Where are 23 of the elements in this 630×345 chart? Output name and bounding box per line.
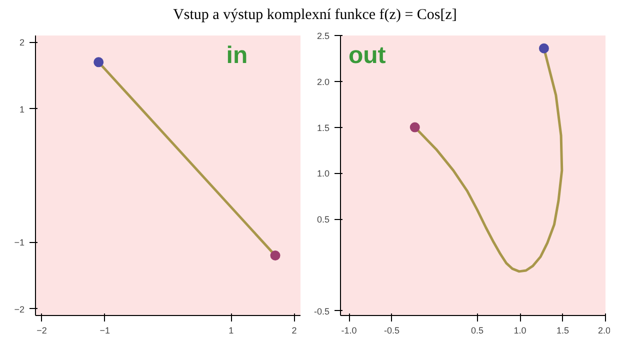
y-tick-label: −1 bbox=[14, 238, 25, 248]
x-tick-label: −1 bbox=[100, 326, 110, 336]
y-tick-label: 1.0 bbox=[316, 168, 330, 179]
x-tick-label: -0.5 bbox=[384, 326, 400, 336]
y-tick-label: 2.5 bbox=[316, 31, 330, 41]
y-tick-label: 0.5 bbox=[316, 214, 330, 225]
x-tick-label: 2.0 bbox=[598, 326, 611, 336]
x-tick-label: 1.5 bbox=[556, 326, 570, 336]
x-tick-label: 1.0 bbox=[514, 326, 526, 336]
x-tick-label: 2 bbox=[292, 326, 297, 336]
annotation: in bbox=[226, 42, 248, 70]
y-tick-label: −2 bbox=[14, 304, 25, 314]
x-tick-label: 0.5 bbox=[471, 326, 484, 336]
annotation: out bbox=[348, 42, 386, 70]
chart-title: Vstup a výstup komplexní funkce f(z) = Cos[z] bbox=[173, 6, 457, 25]
x-tick-label: 1 bbox=[228, 326, 234, 336]
x-tick-label: -1.0 bbox=[341, 326, 357, 336]
y-tick-label: 1 bbox=[19, 104, 25, 114]
x-tick-label: −2 bbox=[36, 326, 47, 336]
y-tick-label: -0.5 bbox=[314, 306, 330, 316]
y-tick-label: 2.0 bbox=[316, 76, 330, 87]
y-tick-label: 2 bbox=[19, 38, 25, 48]
y-tick-label: 1.5 bbox=[316, 122, 330, 133]
